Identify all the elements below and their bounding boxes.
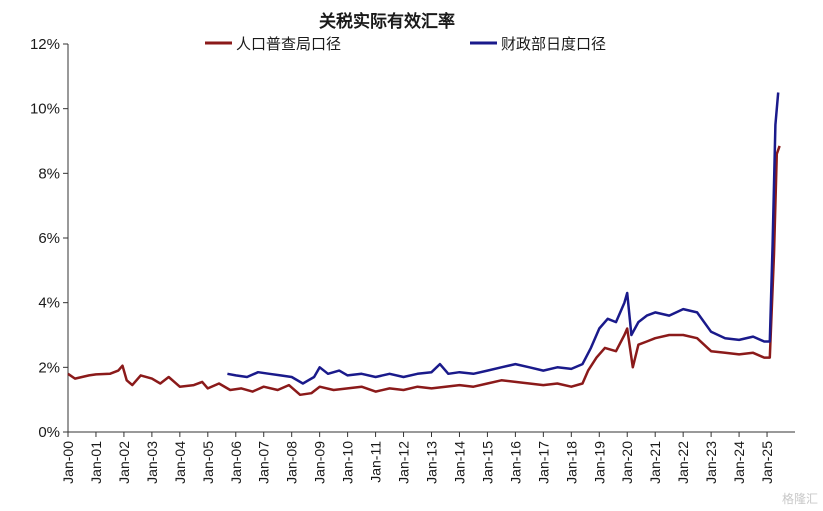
legend-label-treasury: 财政部日度口径	[501, 35, 606, 53]
x-tick-label: Jan-08	[284, 441, 300, 484]
y-tick-label: 10%	[30, 101, 60, 118]
y-axis-ticks: 0% 2% 4% 6% 8% 10% 12%	[30, 36, 68, 441]
series-line-census	[67, 145, 781, 397]
legend-label-census: 人口普查局口径	[236, 35, 341, 53]
x-tick-label: Jan-20	[619, 441, 635, 484]
x-tick-label: Jan-21	[647, 441, 663, 484]
x-tick-label: Jan-15	[479, 441, 495, 484]
x-tick-label: Jan-07	[256, 441, 272, 484]
watermark-text: 格隆汇	[782, 491, 818, 506]
x-tick-label: Jan-04	[172, 441, 188, 484]
y-tick-label: 4%	[38, 295, 60, 312]
x-tick-label: Jan-09	[312, 441, 328, 484]
x-tick-label: Jan-10	[340, 441, 356, 484]
x-tick-label: Jan-25	[759, 441, 775, 484]
y-tick-label: 0%	[38, 424, 60, 441]
series-lines	[67, 92, 781, 397]
y-tick-label: 8%	[38, 165, 60, 182]
chart-title: 关税实际有效汇率	[319, 11, 455, 32]
x-tick-label: Jan-23	[703, 441, 719, 484]
legend: 人口普查局口径 财政部日度口径	[205, 35, 606, 53]
x-tick-label: Jan-17	[535, 441, 551, 484]
x-tick-label: Jan-22	[675, 441, 691, 484]
y-tick-label: 6%	[38, 230, 60, 247]
x-tick-label: Jan-11	[368, 441, 384, 483]
x-tick-label: Jan-19	[591, 441, 607, 484]
series-line-treasury	[227, 92, 780, 385]
x-tick-label: Jan-16	[507, 441, 523, 484]
y-tick-label: 2%	[38, 359, 60, 376]
y-tick-label: 12%	[30, 36, 60, 53]
x-tick-label: Jan-13	[424, 441, 440, 484]
x-tick-label: Jan-14	[451, 441, 467, 484]
x-tick-label: Jan-02	[116, 441, 132, 484]
x-tick-label: Jan-24	[731, 441, 747, 484]
x-tick-label: Jan-01	[88, 441, 104, 484]
x-axis-ticks: Jan-00 Jan-01 Jan-02 Jan-03 Jan-04 Jan-05 Jan-…	[60, 432, 775, 484]
x-tick-label: Jan-05	[200, 441, 216, 484]
x-tick-label: Jan-18	[563, 441, 579, 484]
x-tick-label: Jan-03	[144, 441, 160, 484]
x-tick-label: Jan-06	[228, 441, 244, 484]
x-tick-label: Jan-12	[396, 441, 412, 484]
x-tick-label: Jan-00	[60, 441, 76, 484]
